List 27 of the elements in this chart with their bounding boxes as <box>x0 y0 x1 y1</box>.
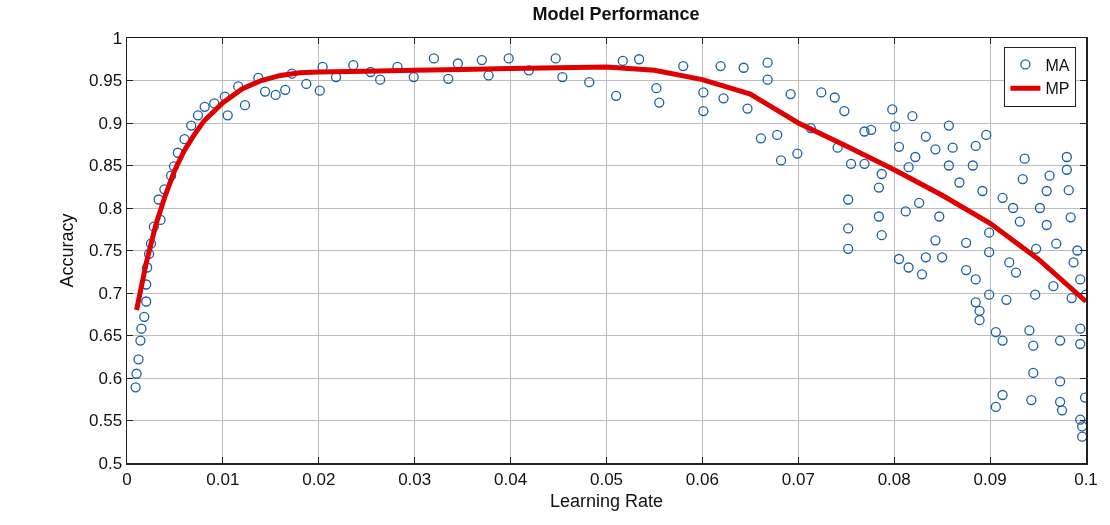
x-tick-label: 0.01 <box>206 469 240 489</box>
y-tick-label: 0.85 <box>89 156 123 176</box>
x-tick-label: 0.05 <box>589 469 624 489</box>
x-tick-label: 0.1 <box>1074 469 1098 489</box>
y-tick-label: 0.7 <box>98 283 123 303</box>
y-tick-label: 0.95 <box>89 71 123 91</box>
x-tick-label: 0 <box>122 469 132 489</box>
y-tick-label: 0.9 <box>98 113 123 133</box>
y-tick-label: 0.75 <box>89 241 123 261</box>
legend-label: MP <box>1045 80 1070 98</box>
y-tick-label: 0.8 <box>98 198 123 218</box>
x-tick-label: 0.06 <box>685 469 719 489</box>
y-tick-label: 0.55 <box>89 411 123 431</box>
x-tick-label: 0.02 <box>302 469 336 489</box>
x-tick-label: 0.04 <box>494 469 528 489</box>
y-tick-label: 1 <box>112 28 123 48</box>
x-tick-label: 0.08 <box>877 469 911 489</box>
y-tick-label: 0.5 <box>98 453 123 473</box>
legend-label: MA <box>1045 56 1070 74</box>
x-axis-title: Learning Rate <box>549 490 664 511</box>
y-axis-title: Accuracy <box>57 213 78 288</box>
x-tick-label: 0.07 <box>781 469 815 489</box>
x-tick-label: 0.09 <box>973 469 1007 489</box>
x-tick-label: 0.03 <box>398 469 432 489</box>
chart-title: Model Performance <box>532 4 700 25</box>
y-tick-label: 0.6 <box>98 368 123 388</box>
y-tick-label: 0.65 <box>89 326 123 346</box>
